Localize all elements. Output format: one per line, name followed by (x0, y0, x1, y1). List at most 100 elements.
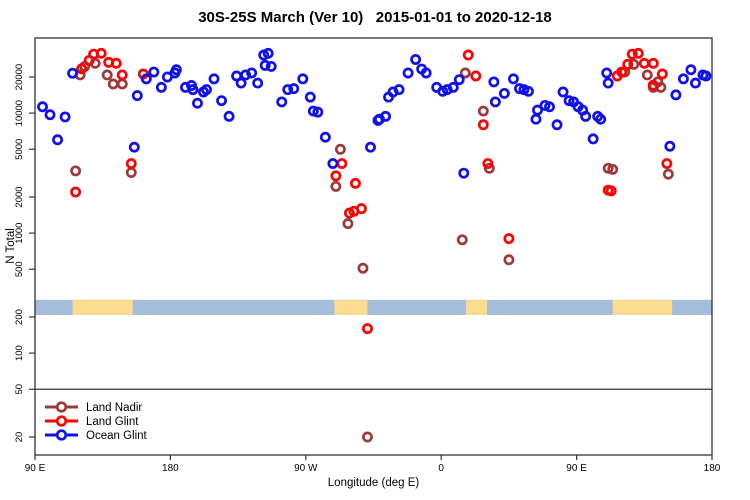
data-point-ocean-glint (523, 85, 534, 97)
data-point-ocean-glint (288, 83, 300, 95)
data-point-ocean-glint (187, 84, 199, 96)
data-point-ocean-glint (498, 87, 510, 99)
legend-label: Land Glint (86, 416, 139, 428)
data-point-ocean-glint (402, 67, 414, 79)
data-point-land-glint (477, 119, 489, 131)
y-tick-label: 5000 (14, 139, 25, 160)
data-point-ocean-glint (530, 113, 542, 125)
data-point-land-nadir (459, 67, 471, 79)
data-point-ocean-glint (37, 101, 48, 113)
data-point-land-nadir (628, 58, 640, 70)
data-point-ocean-glint (677, 73, 689, 85)
data-point-ocean-glint (192, 97, 203, 109)
data-point-land-glint (95, 47, 107, 59)
data-point-ocean-glint (601, 67, 613, 79)
data-point-land-nadir (503, 254, 515, 266)
data-point-ocean-glint (276, 96, 288, 108)
y-tick-label: 20000 (14, 64, 25, 90)
y-tick-label: 1000 (14, 223, 25, 244)
data-point-ocean-glint (246, 67, 258, 79)
data-point-ocean-glint (307, 105, 319, 117)
y-tick-label: 200 (14, 309, 25, 325)
data-point-land-glint (626, 48, 638, 60)
data-point-ocean-glint (458, 167, 470, 179)
legend-marker (55, 401, 68, 413)
data-point-ocean-glint (131, 90, 143, 102)
data-point-ocean-glint (420, 67, 432, 79)
data-point-ocean-glint (262, 47, 274, 59)
data-point-ocean-glint (155, 81, 167, 93)
data-point-land-nadir (477, 105, 489, 117)
data-point-land-glint (503, 233, 515, 245)
data-point-ocean-glint (44, 109, 56, 121)
data-point-land-nadir (70, 165, 82, 177)
data-point-land-glint (356, 203, 367, 215)
legend-label: Ocean Glint (86, 430, 148, 442)
data-point-ocean-glint (447, 81, 459, 93)
x-tick-label: 180 (704, 463, 721, 474)
data-point-ocean-glint (507, 73, 519, 85)
land-band-segment (334, 299, 368, 315)
data-point-ocean-glint (201, 84, 212, 96)
data-point-ocean-glint (489, 96, 501, 108)
data-point-ocean-glint (59, 111, 71, 123)
data-point-land-glint (125, 158, 137, 169)
x-tick-label: 90 E (25, 463, 46, 474)
y-tick-label: 20 (14, 432, 25, 443)
data-point-land-nadir (334, 143, 346, 155)
x-tick-label: 180 (162, 463, 179, 474)
legend-marker (55, 415, 68, 427)
y-tick-label: 50 (14, 384, 25, 395)
data-point-ocean-glint (170, 64, 182, 76)
data-point-land-glint (656, 68, 668, 80)
y-tick-label: 500 (14, 261, 25, 277)
data-point-ocean-glint (297, 73, 309, 85)
data-point-land-nadir (330, 180, 342, 192)
data-point-ocean-glint (670, 89, 682, 101)
data-point-land-glint (462, 49, 474, 61)
land-band-segment (72, 299, 133, 315)
data-point-land-glint (76, 63, 88, 75)
land-band-segment (466, 299, 488, 315)
data-point-ocean-glint (690, 77, 701, 89)
data-point-ocean-glint (282, 84, 294, 96)
data-point-ocean-glint (140, 73, 152, 85)
data-point-land-glint (362, 323, 373, 335)
data-point-ocean-glint (208, 73, 220, 85)
plot-border (34, 37, 713, 456)
data-point-ocean-glint (128, 141, 140, 153)
data-point-ocean-glint (532, 104, 543, 116)
data-point-ocean-glint (365, 141, 376, 153)
data-point-ocean-glint (259, 59, 271, 71)
data-point-ocean-glint (52, 134, 64, 146)
data-point-ocean-glint (148, 66, 160, 78)
x-tick-label: 90 E (566, 463, 587, 474)
data-point-land-glint (622, 58, 634, 70)
data-point-ocean-glint (312, 106, 324, 118)
data-point-ocean-glint (265, 60, 277, 72)
x-axis-label: Longitude (deg E) (327, 477, 420, 489)
data-point-land-glint (70, 186, 82, 198)
data-point-ocean-glint (551, 119, 563, 131)
data-point-land-glint (616, 66, 628, 78)
land-band-segment (612, 299, 673, 315)
data-point-ocean-glint (67, 67, 79, 79)
data-point-land-glint (661, 158, 673, 169)
data-point-ocean-glint (488, 76, 500, 88)
data-point-land-glint (110, 57, 122, 69)
data-point-ocean-glint (410, 54, 422, 65)
data-point-land-glint (638, 57, 650, 69)
data-point-ocean-glint (223, 110, 235, 122)
data-point-ocean-glint (700, 70, 712, 82)
data-point-land-nadir (641, 69, 653, 81)
data-point-land-glint (470, 70, 482, 82)
data-point-ocean-glint (544, 101, 555, 113)
data-point-land-glint (330, 170, 342, 182)
data-point-land-glint (349, 177, 361, 189)
data-point-ocean-glint (393, 84, 405, 96)
data-point-land-nadir (362, 431, 373, 443)
data-point-ocean-glint (319, 131, 331, 143)
data-point-ocean-glint (380, 110, 391, 122)
data-point-land-glint (605, 185, 617, 197)
